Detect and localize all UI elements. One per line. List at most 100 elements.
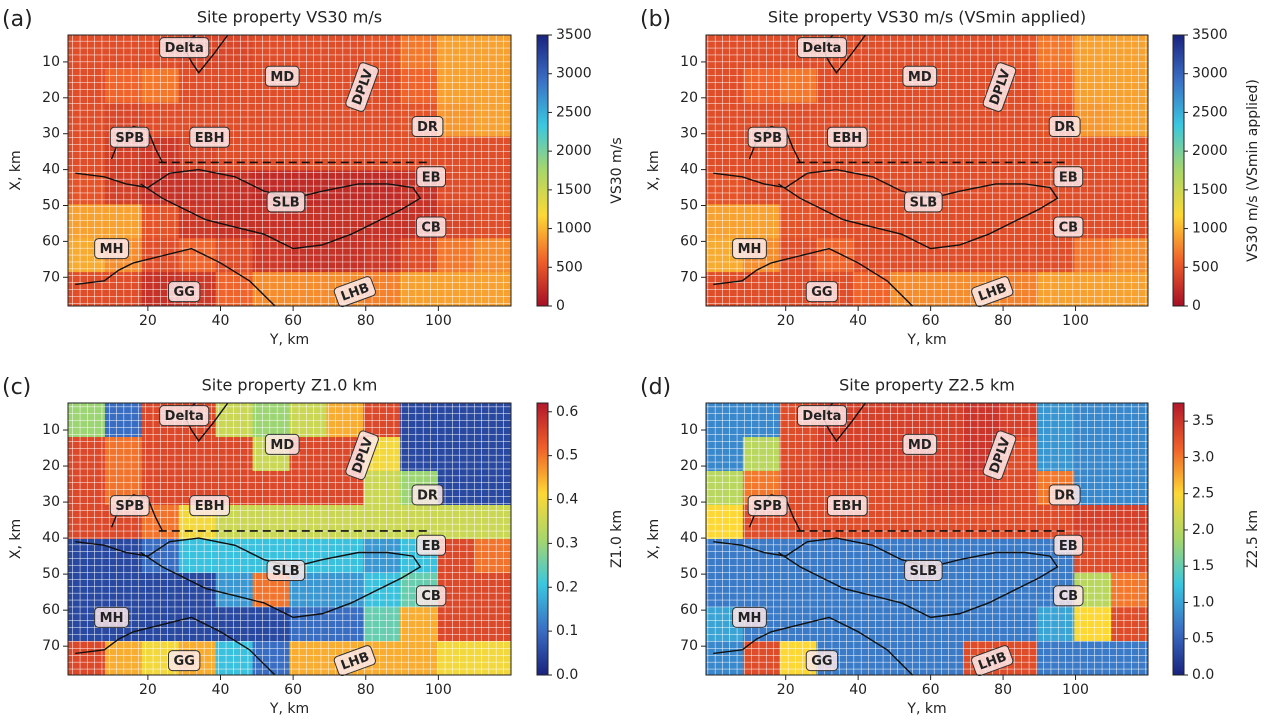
- region-name: CB: [421, 221, 440, 236]
- colorbar: [536, 402, 549, 676]
- colorbar-tick-label: 1000: [1192, 221, 1228, 237]
- y-tick-label: 30: [680, 494, 698, 510]
- region-label: MD: [902, 65, 938, 87]
- y-tick-label: 50: [42, 566, 60, 582]
- y-tick-label: 10: [42, 422, 60, 438]
- region-name: DR: [417, 120, 438, 135]
- region-label: DR: [1048, 484, 1081, 506]
- region-name: SPB: [115, 131, 144, 146]
- region-label: LHB: [333, 276, 377, 308]
- label-box: [264, 433, 300, 455]
- region-label: MH: [732, 238, 767, 260]
- y-tick-label: 40: [680, 162, 698, 178]
- region-label: MH: [94, 606, 129, 628]
- region-label: SPB: [109, 495, 150, 517]
- label-box: [904, 560, 943, 582]
- region-label: DR: [411, 116, 444, 138]
- region-label: SLB: [904, 191, 943, 213]
- panel-label: (b): [640, 7, 671, 32]
- label-box: [902, 433, 938, 455]
- x-tick-label: 100: [425, 682, 452, 698]
- y-tick-label: 20: [680, 90, 698, 106]
- plot-frame: [67, 402, 512, 676]
- y-tick-label: 70: [42, 638, 60, 654]
- y-tick-label: 60: [42, 602, 60, 618]
- label-box: [94, 606, 129, 628]
- panel-title: Site property VS30 m/s (VSmin applied): [768, 8, 1086, 27]
- region-label: SPB: [109, 126, 150, 148]
- x-tick-label: 60: [922, 682, 940, 698]
- colorbar-tick-label: 3000: [556, 66, 592, 82]
- region-name: EB: [1059, 539, 1078, 554]
- x-tick-label: 20: [139, 313, 157, 329]
- region-label: Delta: [159, 37, 210, 59]
- y-axis-label: X, km: [646, 519, 662, 559]
- region-name: SPB: [753, 499, 782, 514]
- region-name: SLB: [910, 195, 938, 210]
- region-label: DR: [1048, 116, 1081, 138]
- y-tick-label: 40: [42, 162, 60, 178]
- colorbar-tick-label: 2000: [556, 143, 592, 159]
- colorbar-tick-label: 0.5: [556, 448, 578, 464]
- region-label: SLB: [266, 560, 306, 582]
- x-tick-label: 20: [777, 682, 795, 698]
- label-box: [1053, 534, 1084, 556]
- region-name: Delta: [802, 41, 841, 56]
- colorbar-tick-label: 3000: [1192, 66, 1228, 82]
- region-name: DR: [417, 488, 438, 503]
- boundary: [75, 247, 276, 306]
- region-name: MH: [738, 242, 762, 257]
- colorbar-tick-label: 1500: [556, 182, 592, 198]
- region-name: CB: [1059, 589, 1078, 604]
- boundary: [713, 247, 914, 306]
- label-box: [904, 191, 943, 213]
- label-box: [94, 238, 129, 260]
- region-name: SLB: [272, 195, 300, 210]
- colorbar-tick-label: 3500: [556, 27, 592, 43]
- label-box: [796, 405, 847, 427]
- x-tick-label: 40: [849, 313, 867, 329]
- colorbar-tick-label: 1.5: [1192, 558, 1214, 574]
- region-label: MH: [732, 606, 767, 628]
- region-name: CB: [1059, 221, 1078, 236]
- region-name: MH: [738, 611, 762, 626]
- y-tick-label: 60: [680, 602, 698, 618]
- region-name: EB: [422, 170, 441, 185]
- label-box: [189, 495, 230, 517]
- region-name: EBH: [832, 131, 862, 146]
- region-name: Delta: [165, 41, 204, 56]
- y-tick-label: 70: [680, 269, 698, 285]
- label-box: [1053, 166, 1084, 188]
- x-tick-label: 80: [994, 313, 1012, 329]
- y-tick-label: 10: [680, 54, 698, 70]
- region-name: EBH: [832, 499, 862, 514]
- region-name: DR: [1054, 120, 1075, 135]
- colorbar-tick-label: 0.4: [556, 492, 578, 508]
- region-label: CB: [1053, 585, 1084, 607]
- x-tick-label: 40: [212, 682, 230, 698]
- colorbar-tick-label: 2.5: [1192, 486, 1214, 502]
- label-box: [1048, 116, 1081, 138]
- x-axis-label: Y, km: [269, 701, 309, 717]
- y-tick-label: 20: [42, 458, 60, 474]
- y-tick-label: 30: [42, 126, 60, 142]
- y-tick-label: 60: [680, 233, 698, 249]
- x-tick-label: 20: [139, 682, 157, 698]
- region-name: DR: [1054, 488, 1075, 503]
- region-name: GG: [811, 654, 832, 669]
- colorbar-tick-label: 3.5: [1192, 413, 1214, 429]
- colorbar: [1172, 34, 1185, 307]
- region-name: EB: [422, 539, 441, 554]
- panel: (b) Site property VS30 m/s (VSmin applied…: [640, 7, 1261, 348]
- label-box: [1053, 585, 1084, 607]
- plot-frame: [67, 34, 512, 307]
- region-label: GG: [168, 281, 201, 303]
- region-name: EB: [1059, 170, 1078, 185]
- region-name: CB: [421, 589, 440, 604]
- colorbar-tick-label: 0.5: [1192, 631, 1214, 647]
- region-label: Delta: [159, 405, 210, 427]
- panel-title: Site property Z1.0 km: [202, 376, 378, 395]
- region-label: MD: [902, 433, 938, 455]
- region-label: SLB: [266, 191, 306, 213]
